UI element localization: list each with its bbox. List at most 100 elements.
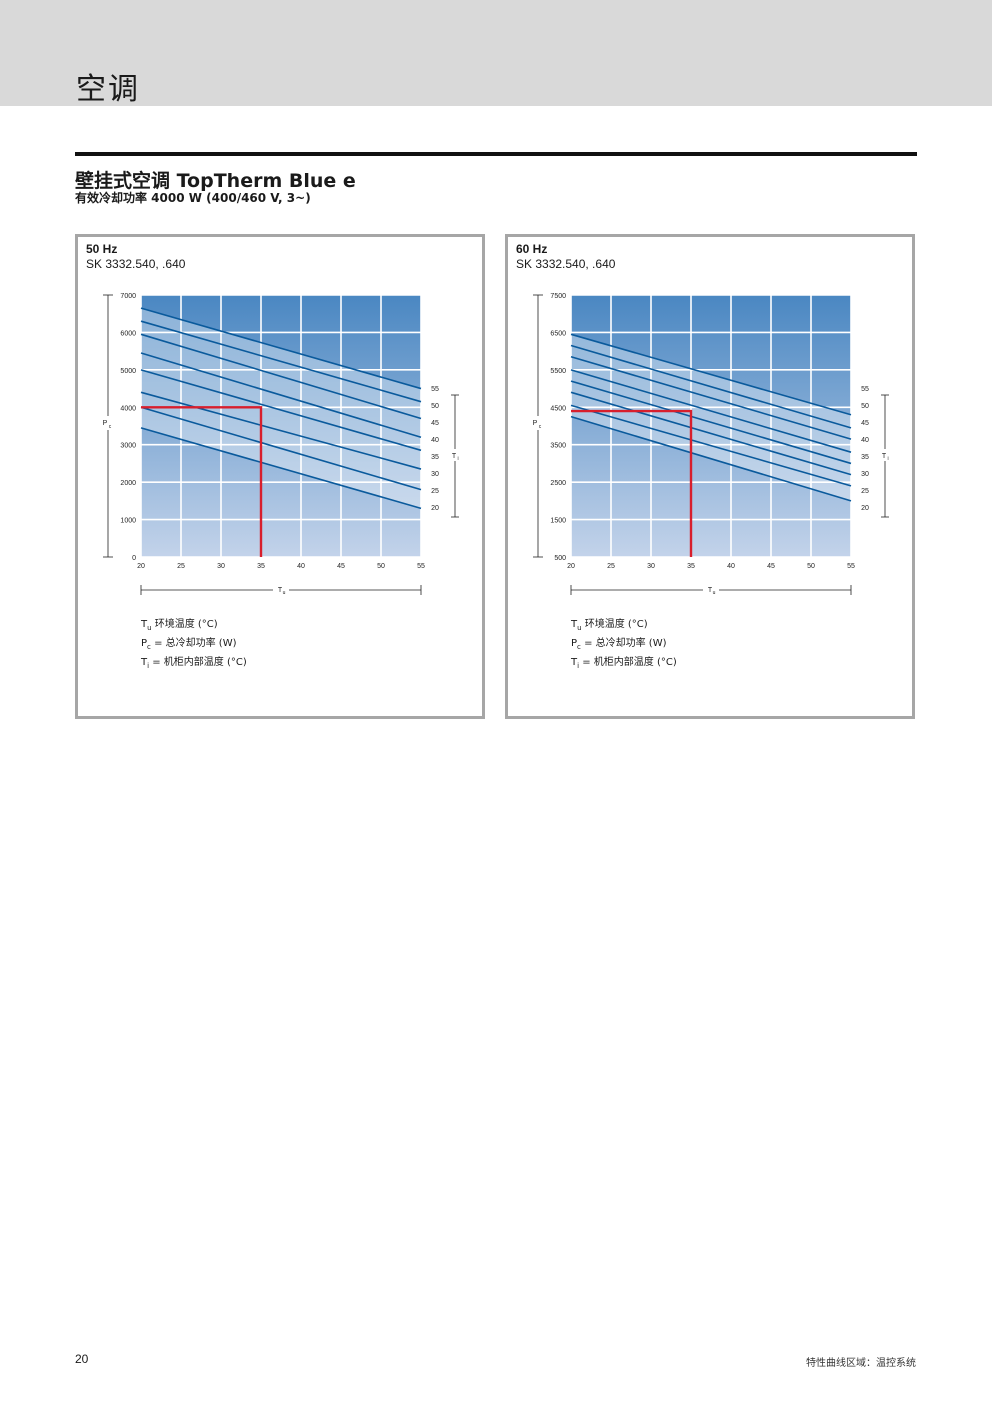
y-tick-label: 1500: [550, 518, 566, 525]
ti-label-bg: [880, 449, 890, 461]
chart-legend: Tu 环境温度 (°C) Pc = 总冷却功率 (W) Ti = 机柜内部温度 …: [141, 617, 247, 674]
x-axis-label-bg: [273, 584, 289, 596]
y-tick-label: 6000: [120, 330, 136, 337]
ti-label: 20: [431, 505, 439, 512]
x-tick-label: 50: [807, 563, 815, 570]
x-tick-label: 55: [847, 563, 855, 570]
series-line-ti-50: [140, 320, 422, 403]
y-axis-label: P: [103, 420, 108, 427]
y-axis-label-sub: c: [539, 424, 542, 430]
operating-band: [141, 308, 421, 509]
x-tick-label: 35: [257, 563, 265, 570]
ti-label: 25: [431, 488, 439, 495]
reference-marker: [141, 406, 263, 557]
product-subtitle: 有效冷却功率 4000 W (400/460 V, 3~): [75, 191, 311, 205]
chart-panel-60hz: 60 Hz SK 3332.540, .640 20 25 30 35 40 45 50 55…: [505, 234, 915, 719]
y-axis-label-sub: c: [109, 424, 112, 430]
y-axis-label: P: [533, 420, 538, 427]
ti-label: 55: [431, 386, 439, 393]
ti-axis-label: T: [882, 453, 887, 460]
y-tick-label: 5000: [120, 368, 136, 375]
ti-axis-label-sub: i: [887, 456, 888, 462]
legend-pc: Pc = 总冷却功率 (W): [571, 638, 667, 651]
ti-label: 30: [431, 471, 439, 478]
ti-label: 50: [861, 403, 869, 410]
chart-legend: Tu 环境温度 (°C) Pc = 总冷却功率 (W) Ti = 机柜内部温度 …: [571, 617, 677, 674]
y-tick-label: 6500: [550, 330, 566, 337]
series-line-ti-45: [570, 355, 852, 440]
plot-background: [141, 295, 421, 557]
y-tick-label: 0: [132, 555, 136, 562]
x-tick-label: 45: [767, 563, 775, 570]
x-axis-label-bg: [703, 584, 719, 596]
ti-label: 35: [861, 454, 869, 461]
y-axis-label-bg: [102, 416, 114, 430]
ti-label: 25: [861, 488, 869, 495]
ti-label: 20: [861, 505, 869, 512]
chart-60hz: 20 25 30 35 40 45 50 55 500 1500 2500 3500 4500 5500 6…: [532, 293, 890, 596]
x-axis-label: T: [278, 587, 283, 594]
y-tick-label: 1000: [120, 518, 136, 525]
y-tick-label: 2500: [550, 480, 566, 487]
series-line-ti-40: [570, 369, 852, 453]
x-tick-label: 25: [177, 563, 185, 570]
series-line-ti-50: [570, 344, 852, 429]
ti-axis-label: T: [452, 453, 457, 460]
x-tick-label: 35: [687, 563, 695, 570]
y-tick-label: 500: [554, 555, 566, 562]
y-tick-label: 7000: [120, 293, 136, 300]
reference-marker: [571, 409, 693, 557]
x-axis-label: T: [708, 587, 713, 594]
y-tick-label: 3500: [550, 443, 566, 450]
series-line-ti-20: [140, 427, 422, 510]
ti-label: 35: [431, 454, 439, 461]
legend-ti: Ti = 机柜内部温度 (°C): [571, 657, 677, 670]
series-line-ti-30: [570, 391, 852, 476]
x-tick-label: 50: [377, 563, 385, 570]
y-tick-label: 7500: [550, 293, 566, 300]
x-axis-label-sub: u: [283, 590, 286, 596]
operating-band: [571, 334, 851, 501]
x-tick-label: 25: [607, 563, 615, 570]
legend-tu: Tu 环境温度 (°C): [141, 619, 218, 632]
ti-label: 40: [431, 437, 439, 444]
x-tick-label: 45: [337, 563, 345, 570]
x-tick-label: 30: [217, 563, 225, 570]
ti-label: 45: [861, 420, 869, 427]
series-line-ti-55: [570, 333, 852, 416]
x-tick-label: 40: [297, 563, 305, 570]
legend-pc: Pc = 总冷却功率 (W): [141, 638, 237, 651]
x-tick-label: 30: [647, 563, 655, 570]
ti-label: 40: [861, 437, 869, 444]
legend-ti: Ti = 机柜内部温度 (°C): [141, 657, 247, 670]
y-tick-label: 4000: [120, 405, 136, 412]
header-band: [0, 0, 992, 106]
page-title: 空调: [76, 72, 140, 107]
chart-panel-50hz: 50 Hz SK 3332.540, .640 20 25 30 35 40 45 50 55…: [75, 234, 485, 719]
series-line-ti-20: [570, 415, 852, 502]
series-line-ti-40: [140, 352, 422, 438]
panel-frequency: 50 Hz: [86, 242, 118, 256]
x-tick-label: 20: [567, 563, 575, 570]
product-title: 壁挂式空调 TopTherm Blue e: [75, 170, 356, 192]
title-rule: [75, 152, 917, 156]
panel-model: SK 3332.540, .640: [516, 257, 616, 271]
x-tick-label: 55: [417, 563, 425, 570]
x-tick-label: 40: [727, 563, 735, 570]
x-tick-label: 20: [137, 563, 145, 570]
y-tick-label: 4500: [550, 405, 566, 412]
ti-label: 45: [431, 420, 439, 427]
ti-label-bg: [450, 449, 460, 461]
ti-axis-label-sub: i: [457, 456, 458, 462]
x-axis-label-sub: u: [713, 590, 716, 596]
series-line-ti-35: [570, 380, 852, 465]
y-axis-label-bg: [532, 416, 544, 430]
ti-label: 50: [431, 403, 439, 410]
series-line-ti-55: [140, 307, 422, 390]
series-line-ti-25: [570, 404, 852, 487]
ti-label: 55: [861, 386, 869, 393]
y-tick-label: 2000: [120, 480, 136, 487]
series-line-ti-25: [140, 406, 422, 491]
panel-model: SK 3332.540, .640: [86, 257, 186, 271]
y-tick-label: 5500: [550, 368, 566, 375]
